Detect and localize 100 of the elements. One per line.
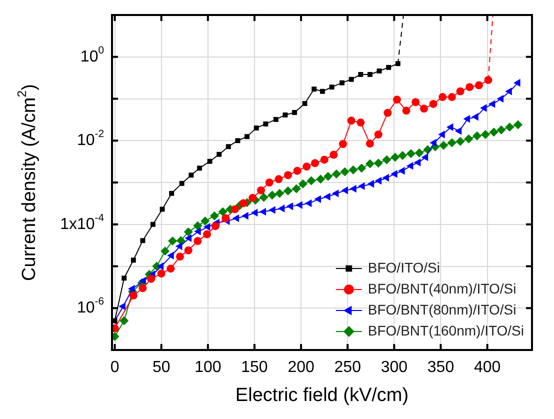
- x-tick-label: 50: [152, 359, 170, 376]
- point: [414, 148, 424, 158]
- legend-label: BFO/BNT(80nm)/ITO/Si: [368, 301, 516, 318]
- point: [168, 236, 178, 246]
- point: [406, 149, 416, 158]
- point: [284, 171, 292, 180]
- point: [350, 184, 356, 193]
- point: [298, 179, 308, 188]
- point: [167, 252, 174, 260]
- point: [324, 192, 330, 201]
- point: [463, 115, 470, 123]
- legend-label: BFO/BNT(160nm)/ITO/Si: [368, 322, 524, 338]
- point: [488, 100, 496, 108]
- point: [139, 276, 146, 285]
- point: [332, 189, 339, 198]
- x-tick-label: 100: [194, 359, 222, 376]
- point: [438, 93, 447, 102]
- point: [265, 178, 274, 186]
- point: [474, 81, 483, 90]
- point: [274, 175, 283, 184]
- point: [505, 87, 512, 96]
- point: [259, 192, 268, 202]
- point: [398, 151, 408, 160]
- point: [122, 276, 127, 281]
- point: [302, 162, 311, 171]
- x-tick-label: 250: [334, 359, 362, 376]
- point: [382, 174, 389, 182]
- point: [384, 108, 392, 117]
- point: [374, 176, 382, 185]
- point: [306, 176, 316, 186]
- point: [348, 76, 354, 82]
- point: [284, 186, 293, 196]
- point: [160, 206, 165, 212]
- point: [239, 199, 248, 208]
- point: [332, 169, 341, 178]
- point: [130, 258, 136, 263]
- point: [395, 61, 400, 66]
- point: [446, 123, 454, 132]
- point: [293, 166, 302, 175]
- point: [129, 292, 138, 300]
- point: [203, 223, 210, 231]
- point: [480, 104, 487, 112]
- point: [312, 86, 317, 92]
- point: [505, 122, 514, 132]
- point: [222, 214, 230, 222]
- point: [296, 201, 302, 209]
- point: [365, 159, 374, 168]
- point: [496, 125, 506, 134]
- point: [466, 83, 474, 92]
- point: [314, 195, 321, 204]
- point: [210, 211, 219, 220]
- point: [316, 174, 326, 184]
- point: [235, 138, 240, 144]
- point: [472, 131, 482, 140]
- point: [438, 130, 445, 138]
- point: [382, 155, 392, 164]
- point: [514, 78, 520, 87]
- point: [340, 80, 344, 86]
- x-tick-label: 0: [110, 359, 120, 376]
- point: [147, 274, 156, 283]
- point: [188, 172, 194, 178]
- point: [160, 246, 170, 256]
- point: [140, 238, 146, 244]
- x-tick-label: 300: [380, 359, 408, 376]
- point: [454, 127, 462, 135]
- point: [286, 202, 294, 210]
- point: [207, 158, 212, 164]
- point: [250, 208, 258, 217]
- point: [429, 100, 438, 108]
- point: [128, 284, 135, 293]
- point: [338, 140, 347, 148]
- point: [166, 264, 175, 273]
- point: [358, 72, 364, 77]
- point: [367, 180, 374, 188]
- point: [414, 158, 421, 166]
- point: [448, 93, 456, 102]
- point: [398, 166, 405, 175]
- x-tick-label: 350: [427, 359, 454, 376]
- point: [184, 246, 192, 254]
- point: [366, 140, 374, 148]
- point: [176, 252, 184, 261]
- point: [150, 222, 156, 227]
- point: [406, 162, 414, 170]
- point: [456, 87, 464, 96]
- point: [356, 118, 365, 127]
- point: [169, 190, 174, 196]
- x-axis-title: Electric field (kV/cm): [235, 385, 409, 406]
- point: [268, 206, 276, 214]
- point: [120, 316, 129, 326]
- point: [179, 180, 184, 186]
- point: [496, 94, 504, 103]
- point: [374, 130, 382, 139]
- point: [184, 227, 193, 236]
- point: [402, 106, 410, 115]
- point: [244, 134, 250, 140]
- point: [216, 152, 222, 157]
- point: [273, 116, 278, 122]
- point: [248, 194, 257, 202]
- point: [484, 76, 492, 84]
- point: [184, 234, 192, 242]
